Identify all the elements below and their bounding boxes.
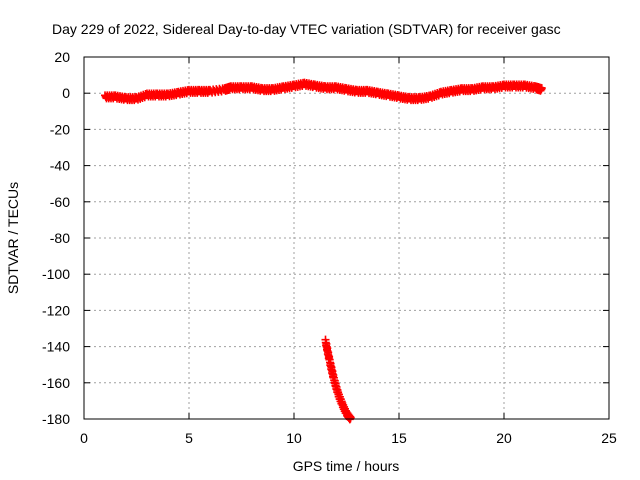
y-tick-label: -40 [50,158,70,174]
y-axis-label: SDTVAR / TECUs [5,182,21,294]
y-tick-label: 0 [62,85,70,101]
y-tick-label: -100 [42,266,70,282]
y-tick-label: -120 [42,302,70,318]
x-tick-labels: 0 5 10 15 20 25 [80,430,617,446]
x-axis-label: GPS time / hours [293,458,400,474]
plot-frame [83,56,610,420]
x-tick-label: 20 [496,430,512,446]
y-tick-label: -140 [42,339,70,355]
chart-title: Day 229 of 2022, Sidereal Day-to-day VTE… [52,21,561,37]
y-tick-label: -60 [50,194,70,210]
data-point [346,413,355,422]
data-points [101,78,546,424]
y-tick-label: -160 [42,375,70,391]
y-tick-label: -80 [50,230,70,246]
x-tick-label: 10 [286,430,302,446]
y-tick-label: 20 [54,49,70,65]
y-tick-labels: -180 -160 -140 -120 -100 -80 -60 -40 -20 0 20 [42,49,70,427]
x-tick-label: 25 [601,430,617,446]
series-2 [321,335,355,424]
series-1 [101,78,546,105]
x-tick-label: 5 [185,430,193,446]
grid-lines [84,57,609,419]
x-tick-label: 0 [80,430,88,446]
y-tick-label: -180 [42,411,70,427]
data-point [537,84,546,93]
y-tick-label: -20 [50,121,70,137]
x-tick-label: 15 [391,430,407,446]
